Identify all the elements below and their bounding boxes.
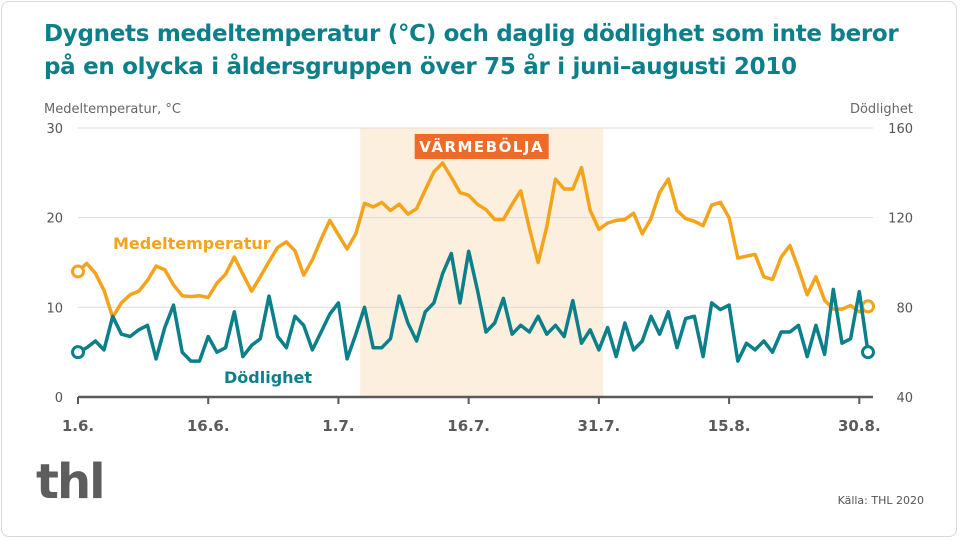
right-tick-label: 40 [896,391,913,406]
x-tick-label: 30.8. [838,417,881,435]
right-tick-label: 120 [888,212,913,227]
left-tick-label: 30 [46,122,63,137]
endpoint-marker [71,264,85,279]
left-tick-label: 10 [46,301,63,316]
x-tick-label: 16.7. [447,417,490,435]
heatwave-band [360,128,604,397]
series-label-temperature: Medeltemperatur [113,234,271,253]
series-line-temperature [76,161,869,319]
right-axis-label: Dödlighet [850,102,913,117]
left-tick-label: 20 [46,212,63,227]
series-label-mortality: Dödlighet [224,368,312,387]
left-axis-label: Medeltemperatur, °C [44,102,181,117]
endpoint-marker [861,345,875,360]
heatwave-badge [414,134,549,159]
x-tick-label: 15.8. [708,417,751,435]
x-tick-label: 1.7. [322,417,354,435]
endpoint-marker [71,345,85,360]
series-line-mortality [77,249,870,363]
source-note: Källa: THL 2020 [837,494,924,507]
x-tick-label: 1.6. [62,417,94,435]
endpoint-marker [861,299,875,314]
thl-logo: thl [36,454,106,510]
right-tick-label: 80 [896,301,913,316]
x-tick-label: 31.7. [578,417,621,435]
x-tick-label: 16.6. [187,417,230,435]
left-tick-label: 0 [55,391,63,406]
heatwave-label: VÄRMEBÖLJA [419,137,544,156]
chart-title: Dygnets medeltemperatur (°C) och daglig … [44,21,899,80]
right-tick-label: 160 [888,122,913,137]
